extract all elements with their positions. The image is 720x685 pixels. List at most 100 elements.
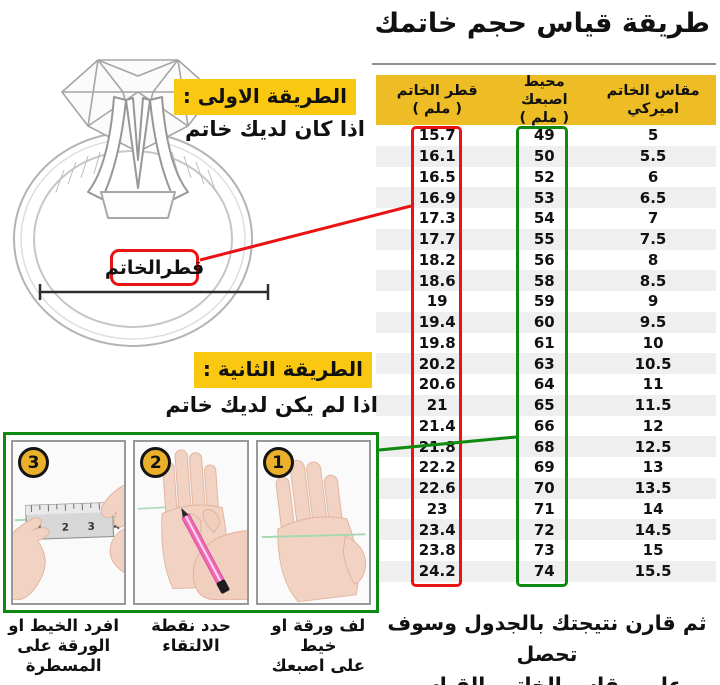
step-badge-1: 1 bbox=[262, 447, 294, 478]
caption-step-1: لف ورقة او خيط على اصبعك bbox=[255, 616, 382, 675]
table-row: 23 71 14 bbox=[376, 499, 716, 520]
table-cell: 16.9 bbox=[418, 188, 456, 207]
prongs-illustration bbox=[87, 96, 189, 219]
table-row: 17.3 54 7 bbox=[376, 208, 716, 229]
table-row: 18.6 58 8.5 bbox=[376, 270, 716, 291]
table-row: 24.2 74 15.5 bbox=[376, 560, 716, 582]
table-cell: 5 bbox=[647, 126, 659, 145]
table-cell: 19.8 bbox=[418, 333, 456, 352]
table-cell: 23 bbox=[426, 499, 448, 518]
table-row: 18.2 56 8 bbox=[376, 250, 716, 271]
table-cell: 63 bbox=[533, 354, 555, 373]
table-row: 16.9 53 6.5 bbox=[376, 187, 716, 208]
table-cell: 20.6 bbox=[418, 375, 456, 394]
table-cell: 56 bbox=[533, 250, 555, 269]
table-cell: 69 bbox=[533, 458, 555, 477]
table-cell: 21.4 bbox=[418, 416, 456, 435]
table-row: 23.8 73 15 bbox=[376, 540, 716, 561]
table-cell: 15.7 bbox=[418, 126, 456, 145]
table-row: 23.4 72 14.5 bbox=[376, 519, 716, 540]
caption-step-3: افرد الخيط او الورقة على المسطرة bbox=[0, 616, 127, 675]
table-cell: 15.5 bbox=[634, 562, 672, 581]
table-cell: 18.6 bbox=[418, 271, 456, 290]
table-cell: 12.5 bbox=[634, 437, 672, 456]
ring-band bbox=[13, 131, 253, 347]
table-cell: 11 bbox=[642, 375, 664, 394]
table-cell: 66 bbox=[533, 416, 555, 435]
table-row: 17.7 55 7.5 bbox=[376, 228, 716, 250]
table-cell: 17.7 bbox=[418, 230, 456, 249]
table-cell: 5.5 bbox=[639, 147, 667, 166]
caption-step-1-line1: لف ورقة او خيط bbox=[271, 616, 366, 655]
table-cell: 68 bbox=[533, 437, 555, 456]
table-cell: 14 bbox=[642, 499, 664, 518]
method-1-text: اذا كان لديك خاتم bbox=[185, 117, 365, 141]
hands-illustration bbox=[13, 484, 125, 600]
table-header: قطر الخاتم ( ملم ) محيط اصبعك ( ملم ) مق… bbox=[376, 73, 716, 127]
pen-illustration bbox=[181, 507, 230, 594]
table-cell: 21.8 bbox=[418, 437, 456, 456]
header-us-size-line2: اميركي bbox=[627, 101, 680, 117]
table-cell: 49 bbox=[533, 126, 555, 145]
diameter-label: قطرالخاتم bbox=[105, 249, 204, 286]
table-cell: 50 bbox=[533, 147, 555, 166]
table-cell: 10 bbox=[642, 333, 664, 352]
caption-step-3-line1: افرد الخيط او bbox=[8, 616, 120, 635]
table-body: 15.7 49 5 16.1 50 5.5 16.5 52 6 16.9 53 6.5 17.3 54 7 1… bbox=[376, 125, 716, 582]
photo-step-3: 1 2 3 4 5 3 bbox=[11, 440, 127, 605]
table-cell: 54 bbox=[533, 209, 555, 228]
method-2-text: اذا لم يكن لديك خاتم bbox=[165, 393, 378, 417]
table-row: 19.8 61 10 bbox=[376, 333, 716, 354]
table-cell: 7 bbox=[647, 209, 659, 228]
table-cell: 18.2 bbox=[418, 250, 456, 269]
table-cell: 58 bbox=[533, 271, 555, 290]
band-hatching bbox=[55, 148, 217, 193]
table-cell: 74 bbox=[533, 562, 555, 581]
table-cell: 52 bbox=[533, 167, 555, 186]
step-captions: افرد الخيط او الورقة على المسطرة حدد نقط… bbox=[0, 616, 382, 675]
header-diameter-line1: قطر الخاتم bbox=[396, 82, 478, 99]
table-row: 19 59 9 bbox=[376, 291, 716, 312]
table-cell: 64 bbox=[533, 375, 555, 394]
caption-step-1-line2: على اصبعك bbox=[271, 655, 366, 675]
table-cell: 59 bbox=[533, 292, 555, 311]
table-cell: 65 bbox=[533, 396, 555, 415]
table-cell: 13.5 bbox=[634, 479, 672, 498]
table-cell: 9 bbox=[647, 292, 659, 311]
table-cell: 9.5 bbox=[639, 313, 667, 332]
table-cell: 15 bbox=[642, 541, 664, 560]
table-cell: 73 bbox=[533, 541, 555, 560]
header-us-size: مقاس الخاتم اميركي bbox=[590, 82, 716, 118]
header-circumference-line2: ( ملم ) bbox=[519, 110, 570, 127]
hand-illustration bbox=[275, 459, 366, 603]
table-row: 16.5 52 6 bbox=[376, 167, 716, 188]
table-row: 21.4 66 12 bbox=[376, 416, 716, 437]
header-circumference-line1: محيط اصبعك bbox=[520, 73, 568, 108]
table-cell: 55 bbox=[533, 230, 555, 249]
table-cell: 70 bbox=[533, 479, 555, 498]
title-divider bbox=[372, 63, 716, 65]
caption-step-2-line1: حدد نقطة bbox=[151, 616, 231, 635]
caption-step-3-line2: الورقة على المسطرة bbox=[17, 635, 111, 675]
ring-size-table: قطر الخاتم ( ملم ) محيط اصبعك ( ملم ) مق… bbox=[376, 73, 716, 582]
table-cell: 72 bbox=[533, 520, 555, 539]
table-cell: 6.5 bbox=[639, 188, 667, 207]
header-us-size-line1: مقاس الخاتم bbox=[606, 82, 700, 99]
table-cell: 23.8 bbox=[418, 541, 456, 560]
method-2-label: الطريقة الثانية : bbox=[193, 352, 372, 388]
header-diameter-line2: ( ملم ) bbox=[412, 101, 462, 117]
table-cell: 19 bbox=[426, 292, 448, 311]
photo-step-2: 2 bbox=[133, 440, 249, 605]
header-circumference: محيط اصبعك ( ملم ) bbox=[498, 73, 590, 127]
table-cell: 6 bbox=[647, 167, 659, 186]
table-row: 21 65 11.5 bbox=[376, 394, 716, 416]
table-cell: 22.2 bbox=[418, 458, 456, 477]
table-cell: 8.5 bbox=[639, 271, 667, 290]
table-row: 19.4 60 9.5 bbox=[376, 311, 716, 333]
table-row: 22.2 69 13 bbox=[376, 457, 716, 478]
photo-strip: 1 2 3 4 5 3 bbox=[3, 432, 379, 613]
footer-text: ثم قارن نتيجتك بالجدول وسوف تحصل على مقا… bbox=[378, 608, 716, 685]
table-cell: 14.5 bbox=[634, 520, 672, 539]
table-row: 21.8 68 12.5 bbox=[376, 436, 716, 457]
